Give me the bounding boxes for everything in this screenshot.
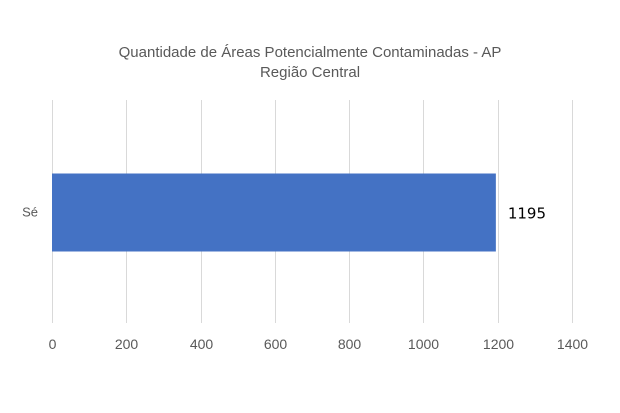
data-label-0: 1195 [508,205,546,223]
category-labels: Sé [22,205,38,220]
x-tick-label-0: 0 [49,336,57,352]
data-labels: 1195 [508,205,546,223]
x-tick-label-200: 200 [115,336,139,352]
bar-0 [52,173,496,252]
chart-title: Quantidade de Áreas Potencialmente Conta… [119,44,502,61]
x-tick-label-1400: 1400 [557,336,588,352]
x-tick-label-1000: 1000 [408,336,439,352]
x-tick-label-1200: 1200 [483,336,514,352]
category-label-0: Sé [22,205,38,220]
bars [52,173,496,252]
x-axis-tick-labels: 0 200 400 600 800 1000 1200 1400 [49,336,589,352]
x-tick-label-600: 600 [264,336,288,352]
chart-subtitle: Região Central [260,64,360,81]
x-tick-label-800: 800 [338,336,362,352]
x-tick-label-400: 400 [190,336,214,352]
